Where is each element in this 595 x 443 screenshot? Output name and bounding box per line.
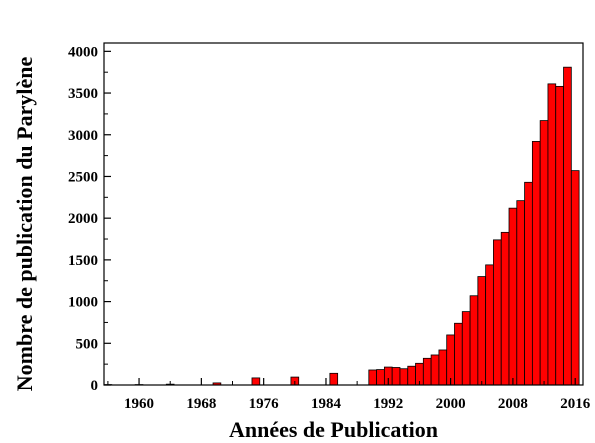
- x-tick-label: 2016: [560, 396, 591, 412]
- y-tick-label: 500: [76, 336, 99, 352]
- y-tick-label: 1500: [68, 253, 98, 269]
- y-tick-label: 3000: [68, 128, 98, 144]
- bar: [407, 365, 416, 386]
- x-tick-label: 1968: [186, 396, 216, 412]
- x-axis-tick-labels: 1960 1968 1976 1984 1992 2000 2008 2016: [124, 396, 591, 412]
- x-tick-label: 1992: [373, 396, 403, 412]
- y-tick-label: 0: [91, 378, 99, 394]
- bar: [391, 367, 401, 386]
- bar: [539, 120, 549, 386]
- bar: [485, 264, 494, 386]
- bar: [446, 334, 455, 386]
- bar: [516, 200, 525, 386]
- y-axis-ticks: [104, 50, 111, 386]
- bar: [570, 170, 580, 386]
- bar: [399, 368, 409, 386]
- x-tick-label: 1960: [124, 396, 154, 412]
- bar: [461, 311, 471, 386]
- bar: [438, 349, 448, 386]
- bar: [454, 322, 463, 386]
- bar: [563, 66, 572, 386]
- y-tick-label: 2000: [68, 211, 98, 227]
- x-tick-label: 2008: [498, 396, 528, 412]
- y-axis-label: Nombre de publication du Parylène: [12, 57, 37, 392]
- bar: [555, 85, 564, 386]
- x-tick-label: 1984: [311, 396, 342, 412]
- bar: [531, 141, 541, 386]
- y-tick-label: 3500: [68, 86, 98, 102]
- x-axis-ticks: [107, 378, 576, 385]
- bar: [329, 372, 339, 386]
- y-axis-tick-labels: 0 500 1000 1500 2000 2500 3000 3500 4000: [68, 44, 98, 394]
- x-tick-label: 1976: [249, 396, 280, 412]
- bar: [422, 357, 432, 386]
- x-axis-label: Années de Publication: [229, 417, 438, 442]
- y-tick-label: 1000: [68, 295, 98, 311]
- bar: [430, 354, 440, 386]
- bar: [508, 207, 518, 386]
- bar: [500, 231, 510, 386]
- plot-frame: [103, 42, 584, 386]
- bar: [524, 181, 533, 386]
- y-tick-label: 2500: [68, 169, 98, 185]
- bar: [251, 377, 261, 386]
- bar: [469, 295, 479, 386]
- y-tick-label: 4000: [68, 44, 98, 60]
- bar: [368, 369, 377, 386]
- bar: [376, 369, 385, 386]
- bar: [493, 239, 502, 386]
- bar: [477, 276, 487, 386]
- bar: [547, 83, 557, 386]
- x-tick-label: 2000: [436, 396, 466, 412]
